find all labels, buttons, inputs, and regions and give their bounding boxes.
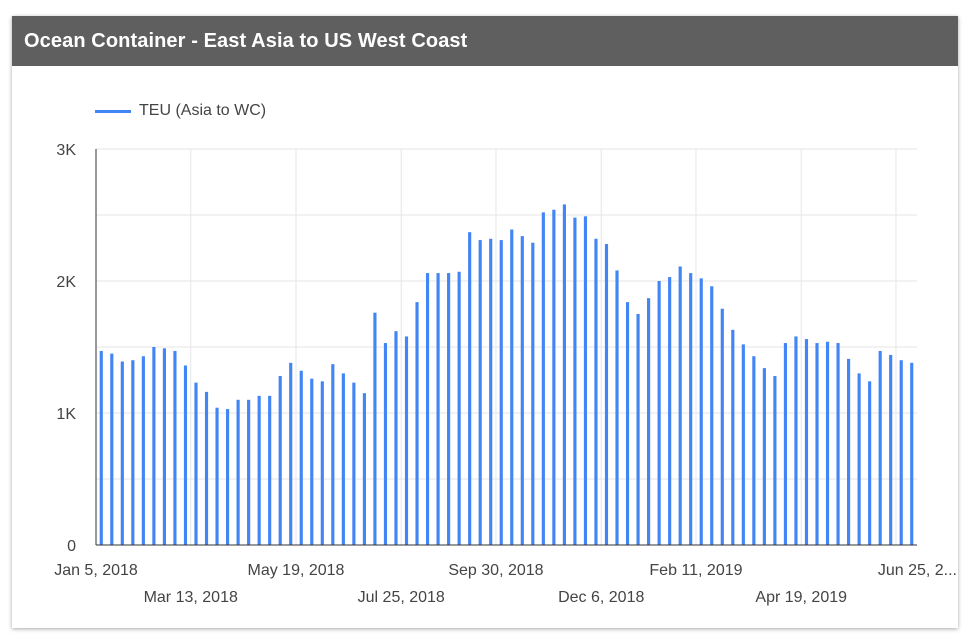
bar (141, 356, 145, 545)
bar (552, 209, 556, 545)
bar (636, 314, 640, 545)
bar (615, 270, 619, 545)
bar (562, 204, 566, 545)
bar (394, 331, 398, 545)
bar (404, 336, 409, 545)
bar (741, 344, 745, 545)
bar (847, 358, 851, 545)
bar (720, 308, 724, 545)
bar (647, 298, 651, 545)
y-tick-label: 0 (67, 538, 76, 555)
bar (120, 361, 124, 545)
bar (131, 360, 135, 545)
x-tick-label: Jul 25, 2018 (358, 589, 445, 606)
legend-label: TEU (Asia to WC) (139, 102, 267, 119)
bar (447, 273, 451, 545)
x-tick-label: Jan 5, 2018 (54, 562, 138, 579)
bar (825, 341, 830, 545)
bar (710, 286, 714, 545)
bar (289, 362, 293, 545)
bar (899, 360, 903, 545)
bar (594, 238, 598, 545)
bar (531, 242, 535, 545)
bar (183, 365, 188, 545)
y-tick-label: 3K (56, 142, 76, 159)
bar (362, 393, 366, 545)
bar (625, 302, 630, 545)
legend-swatch (95, 109, 131, 113)
bar (878, 350, 882, 545)
x-tick-label: Jun 25, 2... (878, 562, 957, 579)
x-tick-label: Mar 13, 2018 (144, 589, 238, 606)
bar (457, 271, 461, 545)
x-tick-label: Sep 30, 2018 (448, 562, 543, 579)
bar (731, 329, 735, 545)
bar (583, 216, 588, 545)
bar (468, 232, 472, 545)
bar (804, 339, 809, 545)
bar (152, 347, 156, 545)
bar (162, 348, 166, 545)
bar (857, 373, 861, 545)
bar (510, 229, 514, 545)
bar (910, 362, 914, 545)
bar (699, 278, 703, 545)
bar (99, 350, 103, 545)
bar (225, 409, 230, 545)
chart-title: Ocean Container - East Asia to US West C… (12, 16, 958, 66)
y-tick-label: 1K (56, 406, 76, 423)
bar (194, 382, 198, 545)
bar (604, 244, 609, 546)
bar (373, 312, 377, 545)
bar (320, 381, 324, 545)
bar (268, 395, 272, 545)
x-tick-label: May 19, 2018 (248, 562, 345, 579)
bar (678, 266, 682, 545)
x-tick-label: Feb 11, 2019 (649, 562, 742, 579)
bar (689, 273, 693, 545)
bar (794, 336, 798, 545)
bar (573, 217, 577, 545)
bar (489, 238, 493, 545)
chart-legend[interactable]: TEU (Asia to WC) (95, 100, 266, 122)
bar (247, 399, 251, 545)
bar (868, 381, 872, 545)
bar (657, 281, 661, 545)
bar (836, 343, 840, 545)
bar (278, 376, 282, 545)
chart-card: Ocean Container - East Asia to US West C… (12, 16, 958, 628)
bar (752, 356, 756, 545)
bar (478, 240, 482, 545)
bar (541, 212, 545, 546)
bar (110, 353, 114, 545)
bar (762, 368, 766, 545)
bar (889, 354, 893, 545)
bar (773, 376, 777, 545)
bar (815, 343, 819, 545)
bar (215, 407, 219, 545)
bar (310, 378, 314, 545)
bar (204, 391, 209, 545)
bar (257, 395, 261, 545)
y-tick-label: 2K (56, 274, 76, 291)
bar (299, 370, 303, 545)
bar (499, 240, 503, 545)
bar (668, 277, 672, 545)
bar (383, 343, 388, 545)
bar (173, 350, 177, 545)
bar (352, 382, 356, 545)
bar (520, 236, 524, 545)
bar (425, 273, 430, 545)
bar (331, 364, 335, 545)
bar (236, 399, 240, 545)
x-tick-label: Dec 6, 2018 (558, 589, 644, 606)
bar (436, 273, 440, 545)
bar (783, 343, 788, 545)
bar (415, 302, 419, 545)
x-tick-label: Apr 19, 2019 (755, 589, 847, 606)
bar (341, 373, 345, 545)
